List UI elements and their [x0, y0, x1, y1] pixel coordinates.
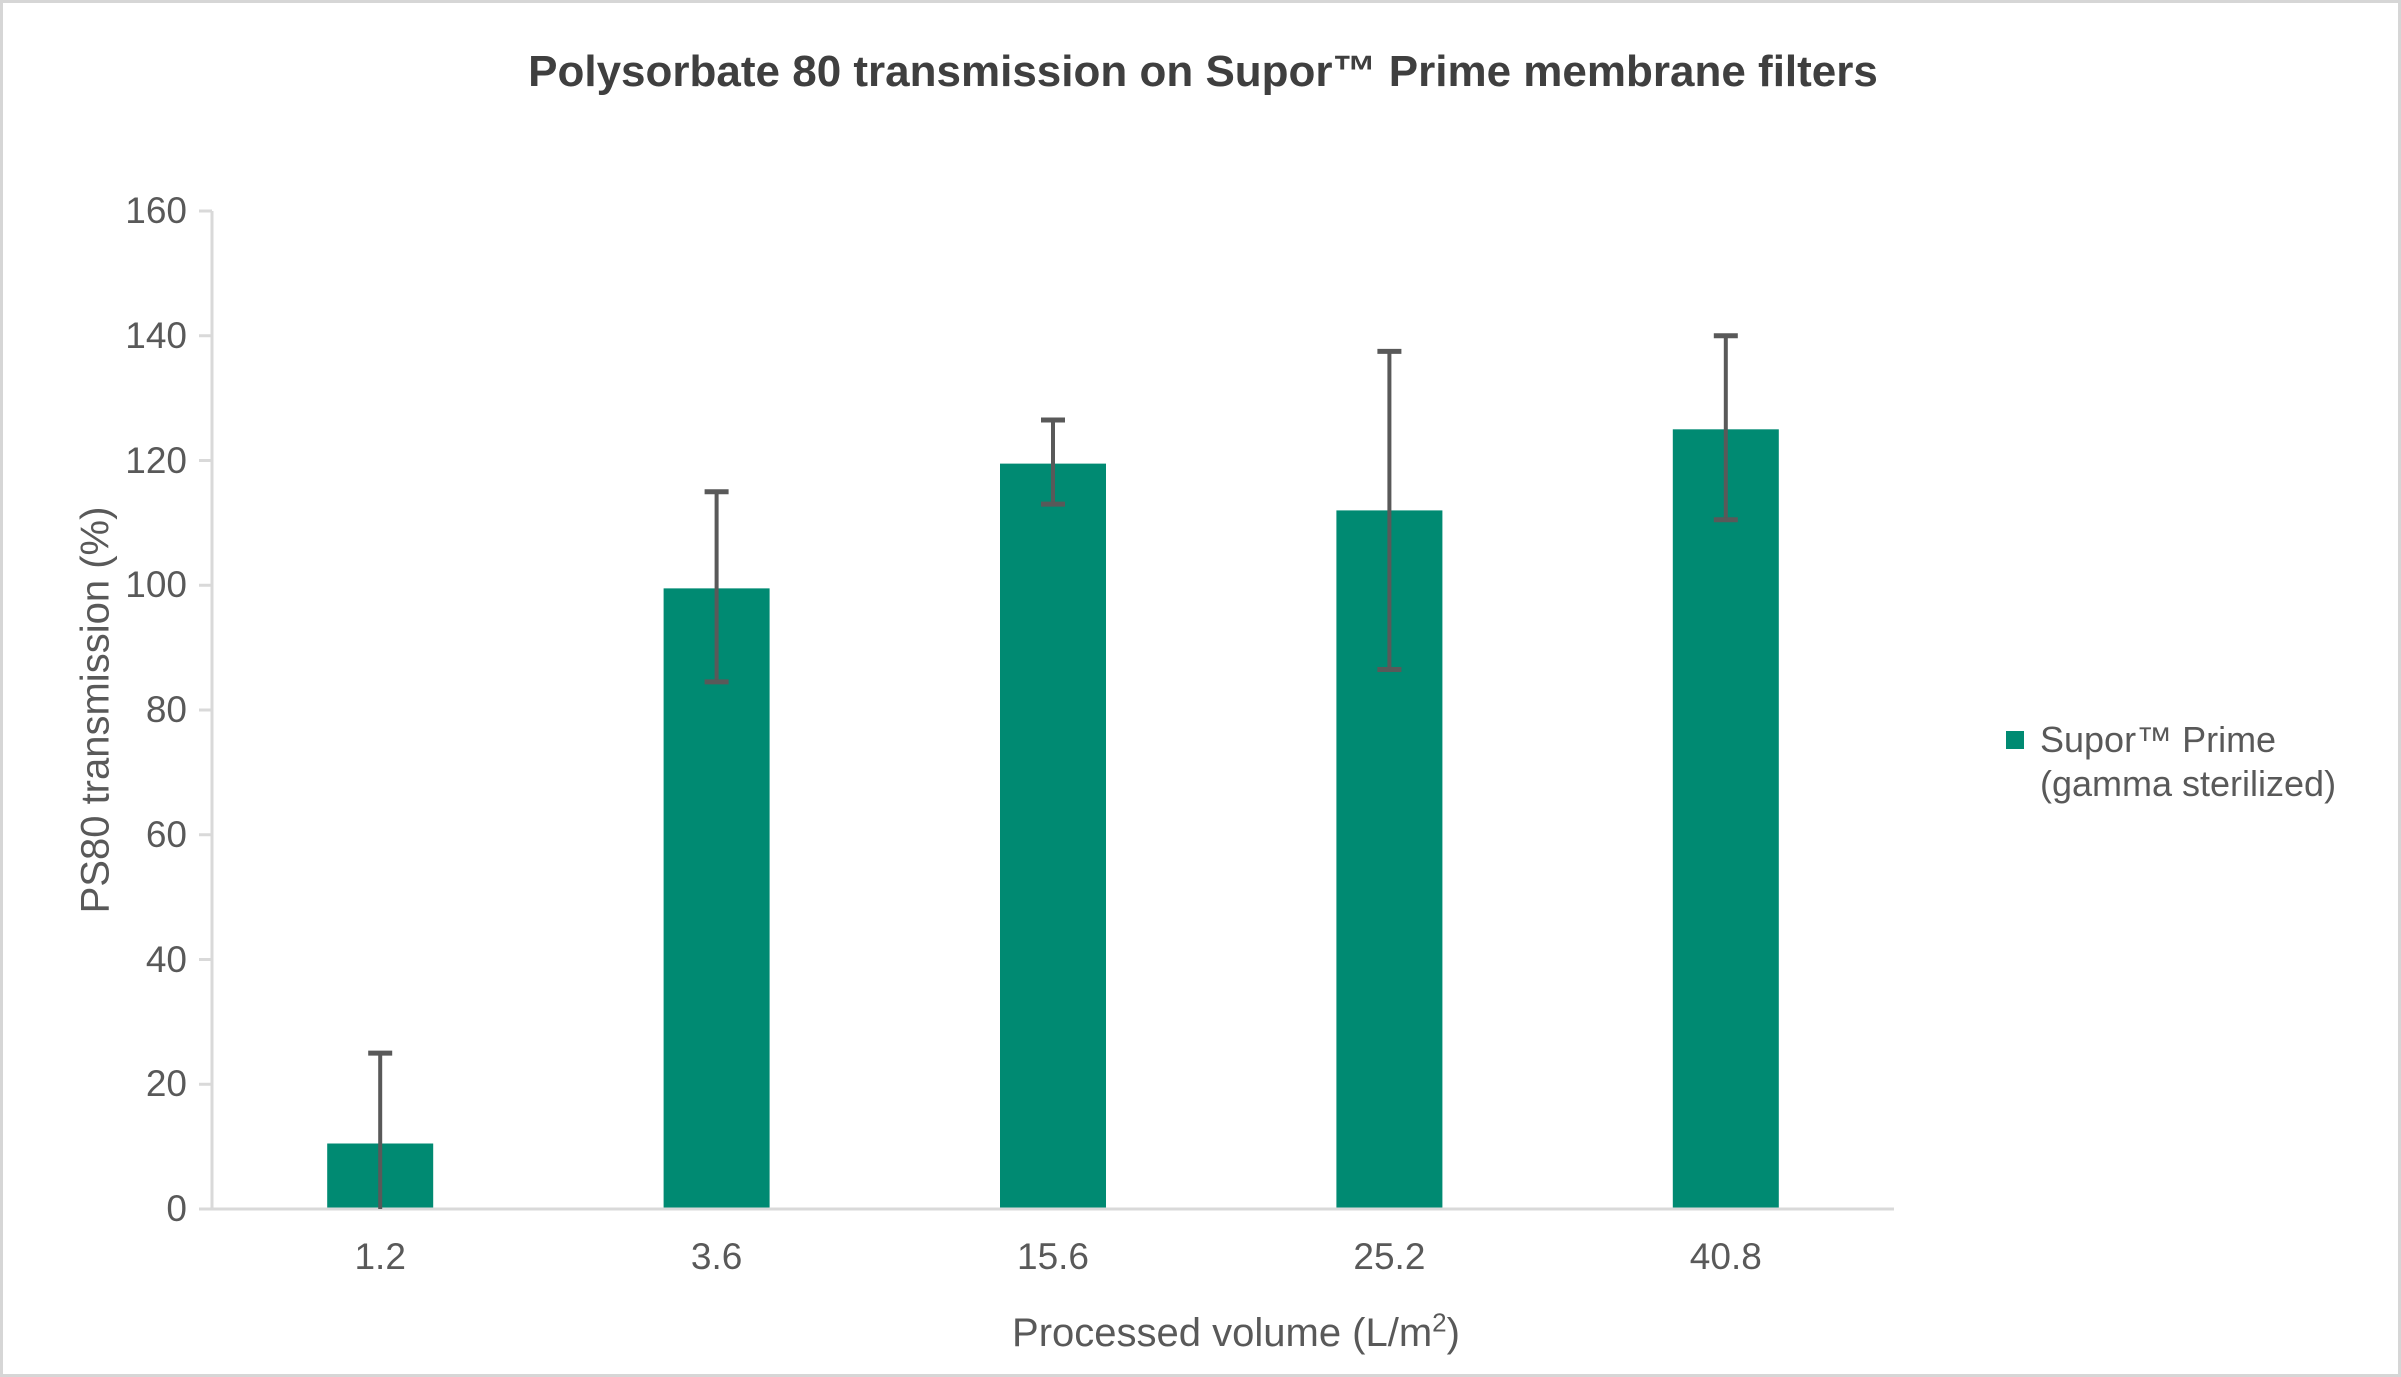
legend: Supor™ Prime (gamma sterilized): [2006, 718, 2336, 806]
y-tick-label: 100: [125, 564, 187, 606]
x-tick-label: 25.2: [1353, 1236, 1426, 1277]
y-tick-label: 0: [166, 1188, 187, 1229]
y-tick-label: 120: [125, 439, 187, 481]
legend-swatch: [2006, 731, 2024, 749]
x-axis-title-superscript: 2: [1432, 1307, 1447, 1338]
plot-area: [199, 209, 1894, 1211]
x-axis-title: Processed volume (L/m2): [1012, 1307, 1460, 1356]
legend-label-line2: (gamma sterilized): [2040, 763, 2337, 804]
y-tick-label: 140: [125, 314, 187, 356]
bar-3.6: [663, 588, 770, 1209]
legend-label-line1: Supor™ Prime: [2040, 719, 2277, 760]
y-tick-label: 40: [145, 938, 187, 980]
x-tick-label: 1.2: [354, 1236, 406, 1277]
chart-title: Polysorbate 80 transmission on Supor™ Pr…: [528, 47, 1878, 96]
x-axis-title-close: ): [1446, 1311, 1460, 1355]
x-tick-label: 3.6: [690, 1236, 743, 1277]
y-tick-label: 160: [125, 190, 187, 231]
y-tick-label: 60: [145, 813, 187, 855]
x-axis-title-text: Processed volume (L/m: [1012, 1311, 1433, 1355]
y-tick-label: 80: [145, 689, 187, 730]
bar-40.8: [1672, 429, 1779, 1209]
y-tick-label: 20: [145, 1063, 187, 1105]
x-tick-label: 15.6: [1016, 1236, 1090, 1277]
bar-15.6: [1000, 463, 1106, 1209]
x-tick-label: 40.8: [1689, 1236, 1762, 1277]
legend-text: Supor™ Prime (gamma sterilized): [2040, 718, 2336, 806]
